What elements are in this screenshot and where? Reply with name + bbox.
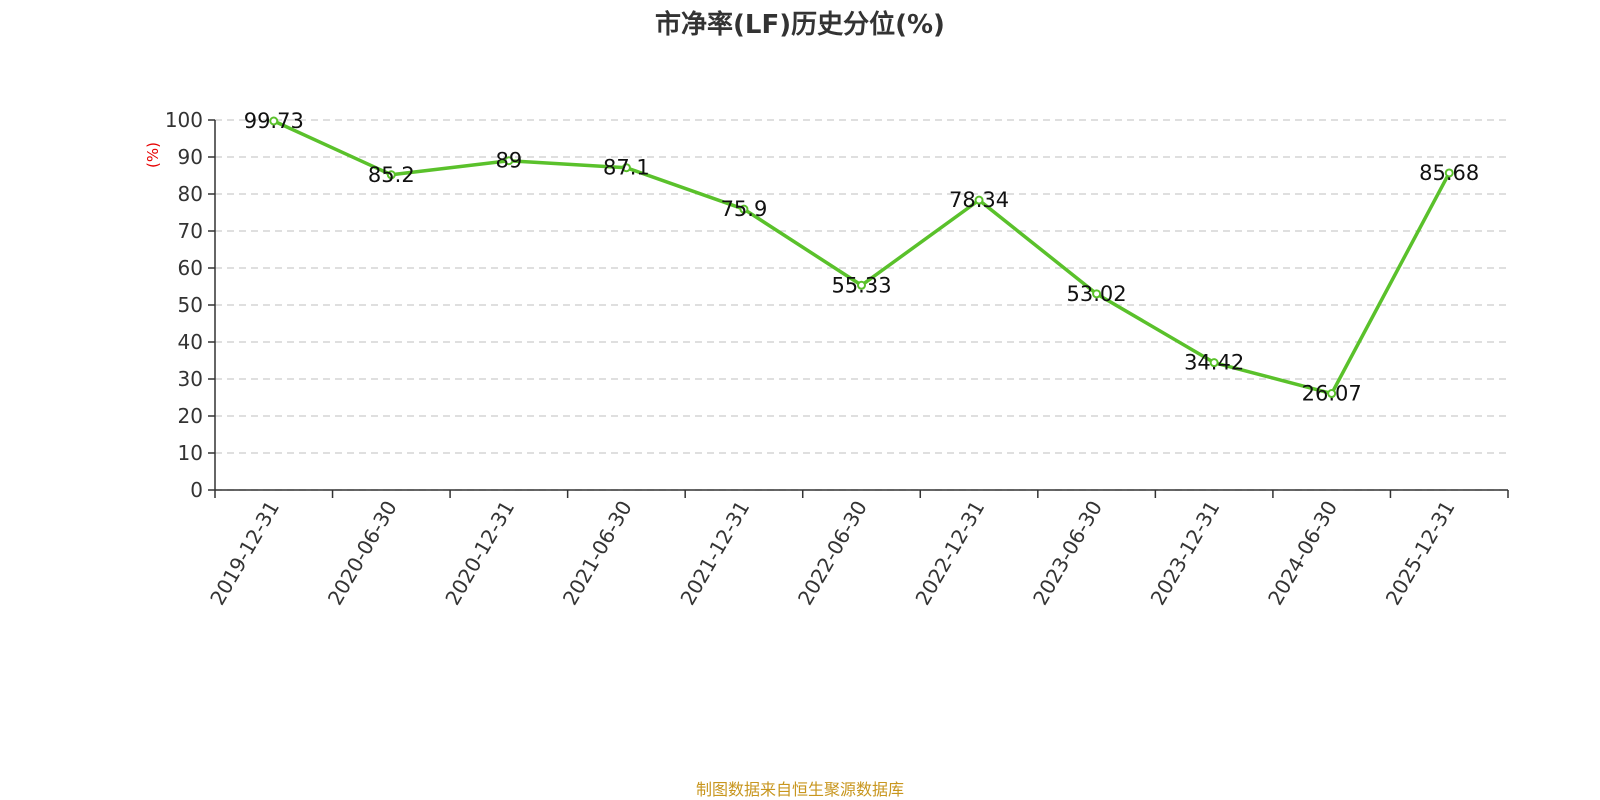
data-label: 99.73 [244, 109, 304, 133]
data-point [386, 170, 396, 180]
y-tick-label: 10 [178, 441, 203, 465]
x-tick-label: 2020-06-30 [323, 497, 402, 610]
data-source-note: 制图数据来自恒生聚源数据库 [695, 780, 904, 799]
x-tick-label: 2019-12-31 [205, 497, 284, 610]
y-tick-label: 60 [178, 256, 203, 280]
data-point [739, 204, 749, 214]
data-point [1327, 389, 1337, 399]
series-line-group [269, 116, 1454, 399]
x-tick-label: 2020-12-31 [440, 497, 519, 610]
data-point [504, 156, 514, 166]
data-label: 26.07 [1302, 382, 1362, 406]
y-tick-label: 70 [178, 219, 203, 243]
x-tick-label: 2022-12-31 [910, 496, 989, 609]
data-point [857, 280, 866, 290]
y-tick-label: 50 [178, 293, 203, 317]
data-label: 55.33 [831, 273, 891, 297]
x-tick-label: 2024-06-30 [1263, 497, 1342, 610]
data-point [1444, 168, 1454, 178]
y-tick-label: 0 [190, 478, 203, 502]
data-point [1092, 289, 1102, 299]
x-tick-label: 2021-12-31 [675, 497, 754, 610]
data-label: 75.9 [721, 197, 768, 221]
data-label: 89 [495, 149, 522, 173]
y-axis-label: (%) [144, 142, 162, 168]
data-point [269, 116, 279, 126]
x-tick-label: 2023-12-31 [1146, 497, 1225, 610]
x-tick-label: 2021-06-30 [558, 497, 637, 610]
y-tick-label: 90 [178, 145, 203, 169]
x-tick-label: 2022-06-30 [793, 497, 872, 610]
y-tick-label: 100 [165, 108, 203, 132]
y-tick-label: 30 [178, 367, 203, 391]
data-labels: 99.73 85.2 89 87.1 75.9 55.33 78.34 53.02 34.42 2… [244, 109, 1480, 406]
x-tick-label: 2023-06-30 [1028, 497, 1107, 610]
y-tick-label: 20 [178, 404, 203, 428]
data-label: 53.02 [1067, 282, 1127, 306]
x-tick-label: 2025-12-31 [1381, 497, 1460, 610]
data-label: 34.42 [1184, 351, 1244, 375]
data-label: 87.1 [603, 156, 650, 180]
y-tick-label: 80 [178, 182, 203, 206]
data-point [974, 195, 984, 205]
series-line [273, 119, 1451, 396]
chart-title: 市净率(LF)历史分位(%) [655, 10, 945, 40]
data-label: 85.68 [1419, 161, 1479, 185]
data-point [1209, 358, 1219, 368]
data-label: 85.2 [368, 163, 415, 187]
axes: 0 10 20 30 40 50 60 70 80 90 100 2019-12-31 2020-06-… [165, 108, 1509, 610]
data-label: 78.34 [949, 188, 1009, 212]
y-tick-label: 40 [178, 330, 203, 354]
data-point [621, 163, 631, 173]
